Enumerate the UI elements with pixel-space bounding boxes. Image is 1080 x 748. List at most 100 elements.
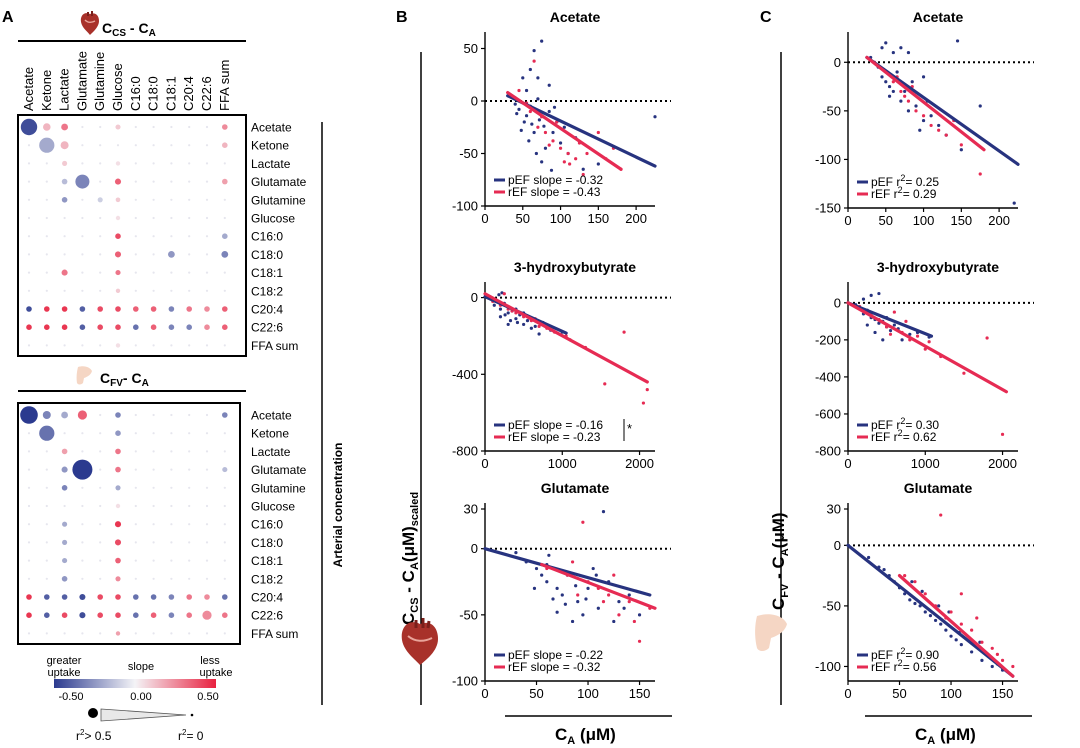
- heatmap-empty-dot: [99, 523, 102, 526]
- heatmap-empty-dot: [205, 216, 209, 220]
- heatmap-empty-dot: [223, 198, 226, 201]
- heatmap-empty-dot: [27, 486, 31, 489]
- data-point-pEF: [534, 151, 538, 156]
- data-point-pEF: [888, 329, 893, 333]
- data-point-rEF: [537, 324, 541, 328]
- heatmap-empty-dot: [170, 413, 173, 417]
- heatmap-dot: [115, 576, 121, 582]
- panel-c-ylabel: CFV - CA(μM): [769, 512, 791, 610]
- data-point-rEF: [1011, 664, 1015, 669]
- y-tick-label: 30: [464, 502, 478, 517]
- data-point-rEF: [568, 162, 572, 166]
- heatmap-dot: [20, 118, 38, 136]
- heatmap-empty-dot: [223, 432, 226, 435]
- data-point-pEF: [521, 76, 525, 80]
- heatmap-empty-dot: [188, 344, 191, 347]
- data-point-pEF: [865, 323, 869, 327]
- fit-line-pEF: [846, 543, 1015, 678]
- heatmap-empty-dot: [188, 289, 191, 292]
- data-point-rEF: [627, 600, 631, 604]
- heatmap-empty-dot: [152, 216, 155, 220]
- y-tick-label: 30: [827, 502, 841, 517]
- data-point-pEF: [532, 49, 536, 53]
- data-point-pEF: [513, 102, 517, 106]
- y-tick-label: -50: [822, 598, 841, 613]
- heatmap-empty-dot: [170, 523, 173, 526]
- data-point-rEF: [601, 600, 606, 604]
- data-point-pEF: [581, 613, 585, 617]
- heatmap-dot: [186, 594, 192, 600]
- heatmap-empty-dot: [188, 523, 191, 526]
- panel-letter-b: B: [396, 9, 408, 26]
- data-point-pEF: [524, 114, 529, 118]
- heatmap-empty-dot: [63, 632, 66, 635]
- data-point-pEF: [537, 332, 541, 336]
- data-point-pEF: [537, 118, 542, 122]
- x-tick-label: 50: [892, 686, 906, 701]
- heatmap-dot: [44, 306, 50, 312]
- heatmap-empty-dot: [188, 504, 191, 508]
- data-point-pEF: [497, 293, 501, 297]
- heatmap-empty-dot: [63, 216, 66, 220]
- heatmap-empty-dot: [99, 450, 102, 453]
- data-point-rEF: [913, 580, 917, 584]
- data-point-pEF: [506, 311, 510, 315]
- heatmap-empty-dot: [45, 486, 48, 489]
- heatmap-empty-dot: [205, 504, 209, 508]
- heatmap-empty-dot: [223, 504, 226, 508]
- column-label: Lactate: [57, 68, 72, 111]
- heatmap-dot: [115, 215, 121, 221]
- data-point-rEF: [937, 128, 941, 132]
- fit-line-pEF: [846, 301, 934, 338]
- heatmap-dot: [61, 269, 68, 276]
- row-label: Glucose: [251, 500, 295, 514]
- heatmap-empty-dot: [27, 253, 31, 256]
- data-point-pEF: [522, 322, 526, 327]
- data-point-pEF: [506, 322, 510, 327]
- heatmap-empty-dot: [99, 541, 102, 544]
- heatmap-empty-dot: [134, 180, 137, 183]
- heatmap-dot: [222, 233, 228, 239]
- data-point-rEF: [607, 593, 611, 597]
- heatmap-empty-dot: [188, 450, 191, 453]
- data-point-rEF: [536, 125, 540, 129]
- heatmap-empty-dot: [27, 504, 31, 508]
- heatmap-dot: [61, 485, 68, 491]
- data-point-rEF: [985, 336, 989, 340]
- data-point-pEF: [920, 589, 924, 593]
- heatmap-empty-dot: [223, 450, 226, 453]
- heatmap-empty-dot: [99, 289, 102, 292]
- legend-label-pEF: pEF slope = -0.22: [508, 648, 603, 662]
- x-tick-label: 100: [577, 686, 599, 701]
- heatmap-dot: [61, 306, 68, 312]
- heatmap-empty-dot: [205, 253, 209, 256]
- x-tick-label: 1000: [911, 456, 940, 471]
- slope-colorbar: [54, 679, 216, 688]
- data-point-pEF: [536, 76, 540, 80]
- heatmap-empty-dot: [134, 577, 137, 580]
- heatmap-empty-dot: [205, 180, 209, 183]
- heatmap-empty-dot: [205, 559, 209, 562]
- column-label: C16:0: [128, 76, 143, 111]
- data-point-pEF: [540, 39, 544, 43]
- heatmap-empty-dot: [45, 253, 48, 256]
- heatmap-empty-dot: [134, 432, 137, 435]
- heatmap-empty-dot: [223, 541, 226, 544]
- heatmap-dot: [204, 594, 210, 600]
- data-point-pEF: [933, 618, 938, 623]
- data-point-rEF: [596, 130, 600, 135]
- data-point-pEF: [594, 573, 598, 577]
- heatmap-empty-dot: [45, 271, 48, 274]
- heatmap-empty-dot: [45, 577, 48, 580]
- data-point-pEF: [596, 606, 600, 610]
- data-point-pEF: [529, 326, 533, 330]
- data-point-pEF: [891, 89, 895, 94]
- heatmap-empty-dot: [152, 125, 155, 129]
- heatmap-dot: [97, 197, 103, 203]
- x-tick-label: 200: [988, 213, 1010, 228]
- data-point-pEF: [563, 602, 567, 606]
- x-tick-label: 200: [625, 211, 647, 226]
- legend-uptake-left: uptake: [47, 667, 80, 679]
- heatmap-empty-dot: [152, 504, 155, 508]
- heatmap-dot: [202, 610, 212, 620]
